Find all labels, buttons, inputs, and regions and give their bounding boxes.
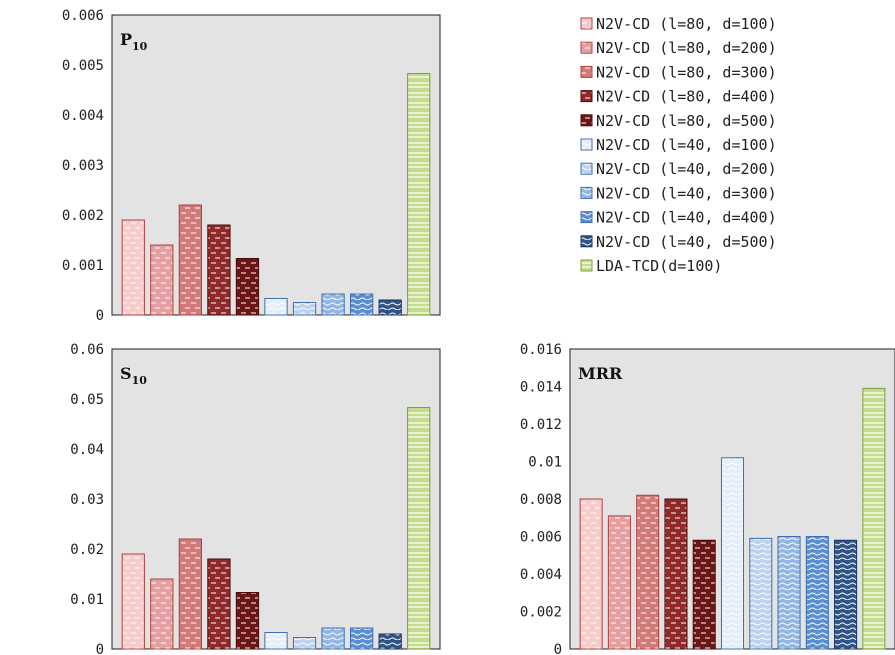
y-tick-label: 0.04 xyxy=(70,442,104,458)
legend-swatch xyxy=(580,235,593,248)
bar-s10-4 xyxy=(207,558,231,650)
y-tick-label: 0.001 xyxy=(62,258,104,274)
bar-mrr-3 xyxy=(636,494,660,650)
legend-label: N2V-CD (l=80, d=200) xyxy=(596,39,777,57)
y-tick-label: 0.005 xyxy=(62,58,104,74)
legend-item: N2V-CD (l=80, d=500) xyxy=(580,112,777,130)
y-tick-label: 0.014 xyxy=(520,380,562,396)
y-tick-label: 0.012 xyxy=(520,417,562,433)
legend-swatch xyxy=(580,186,593,199)
chart-mrr: 0 0.002 0.004 0.006 0.008 0.01 0.012 0.014 0.016… xyxy=(520,342,895,655)
legend-swatch xyxy=(580,259,593,272)
y-tick-label: 0 xyxy=(96,308,104,324)
legend-item: N2V-CD (l=40, d=300) xyxy=(580,184,777,202)
legend-swatch xyxy=(580,138,593,151)
legend-item: N2V-CD (l=40, d=400) xyxy=(580,209,777,227)
bar-p10-6 xyxy=(264,298,288,316)
bar-s10-9 xyxy=(350,627,374,650)
y-tick-label: 0.006 xyxy=(62,8,104,24)
y-tick-label: 0.01 xyxy=(528,455,562,471)
bar-p10-7 xyxy=(292,302,317,316)
y-tick-label: 0.01 xyxy=(70,592,104,608)
y-tick-label: 0.02 xyxy=(70,542,104,558)
panel-title-subscript: 10 xyxy=(132,40,148,53)
bar-mrr-10 xyxy=(834,539,858,650)
legend-item: N2V-CD (l=40, d=100) xyxy=(580,136,777,154)
y-tick-label: 0.002 xyxy=(520,605,562,621)
bar-mrr-5 xyxy=(692,539,716,650)
legend-item: N2V-CD (l=80, d=100) xyxy=(580,15,777,33)
bar-mrr-9 xyxy=(805,536,829,650)
legend-item: N2V-CD (l=80, d=300) xyxy=(580,63,777,81)
legend-label: N2V-CD (l=80, d=300) xyxy=(596,63,777,81)
bar-p10-4 xyxy=(207,224,231,316)
bar-p10-1 xyxy=(121,219,145,316)
legend-label: N2V-CD (l=40, d=500) xyxy=(596,233,777,251)
legend-label: N2V-CD (l=80, d=500) xyxy=(596,112,777,130)
bar-p10-10 xyxy=(378,299,402,316)
legend-label: N2V-CD (l=80, d=400) xyxy=(596,88,777,106)
legend-item: N2V-CD (l=40, d=500) xyxy=(580,233,777,251)
bar-s10-2 xyxy=(150,578,174,650)
bar-p10-8 xyxy=(321,293,345,316)
legend-item: N2V-CD (l=40, d=200) xyxy=(580,160,777,178)
bar-p10-9 xyxy=(350,293,374,316)
bar-mrr-1 xyxy=(579,498,603,650)
legend-swatch xyxy=(580,114,593,127)
y-tick-label: 0.05 xyxy=(70,392,104,408)
panel-title-subscript: 10 xyxy=(132,374,148,387)
y-tick-label: 0.004 xyxy=(520,567,562,583)
bar-s10-8 xyxy=(321,627,345,650)
bar-s10-10 xyxy=(378,633,402,650)
bar-p10-5 xyxy=(235,258,260,316)
y-tick-label: 0 xyxy=(554,642,562,655)
legend-item: LDA-TCD(d=100) xyxy=(580,257,722,275)
bar-s10-1 xyxy=(121,553,145,650)
y-tick-label: 0.008 xyxy=(520,492,562,508)
y-tick-label: 0.006 xyxy=(520,530,562,546)
y-tick-label: 0.004 xyxy=(62,108,104,124)
legend-item: N2V-CD (l=80, d=200) xyxy=(580,39,777,57)
bar-mrr-11 xyxy=(862,387,886,650)
bar-p10-2 xyxy=(150,244,174,316)
bar-s10-5 xyxy=(235,592,260,650)
bar-mrr-2 xyxy=(607,515,631,650)
legend-swatch xyxy=(580,211,593,224)
panel-title-mrr: MRR xyxy=(578,364,623,383)
legend-swatch xyxy=(580,41,593,54)
y-tick-label: 0 xyxy=(96,642,104,655)
legend-item: N2V-CD (l=80, d=400) xyxy=(580,88,777,106)
y-tick-label: 0.03 xyxy=(70,492,104,508)
legend-label: N2V-CD (l=40, d=100) xyxy=(596,136,777,154)
bar-p10-3 xyxy=(178,204,202,316)
y-tick-label: 0.016 xyxy=(520,342,562,358)
y-tick-label: 0.06 xyxy=(70,342,104,358)
legend-swatch xyxy=(580,90,593,103)
bar-mrr-7 xyxy=(749,537,773,650)
legend-label: N2V-CD (l=40, d=400) xyxy=(596,209,777,227)
y-tick-label: 0.003 xyxy=(62,158,104,174)
legend-swatch xyxy=(580,65,593,78)
bar-mrr-4 xyxy=(664,498,688,650)
bar-mrr-6 xyxy=(720,457,745,650)
legend-label: LDA-TCD(d=100) xyxy=(596,257,722,275)
bar-s10-11 xyxy=(407,407,431,650)
bar-s10-3 xyxy=(178,538,202,650)
bar-s10-6 xyxy=(264,632,288,650)
bar-s10-7 xyxy=(292,637,317,650)
legend-label: N2V-CD (l=40, d=200) xyxy=(596,160,777,178)
bar-mrr-8 xyxy=(777,536,801,650)
legend-swatch xyxy=(580,17,593,30)
legend: N2V-CD (l=80, d=100) N2V-CD (l=80, d=200)… xyxy=(580,15,777,275)
y-tick-label: 0.002 xyxy=(62,208,104,224)
legend-label: N2V-CD (l=80, d=100) xyxy=(596,15,777,33)
legend-label: N2V-CD (l=40, d=300) xyxy=(596,184,777,202)
legend-swatch xyxy=(580,162,593,175)
bar-p10-11 xyxy=(407,73,431,316)
